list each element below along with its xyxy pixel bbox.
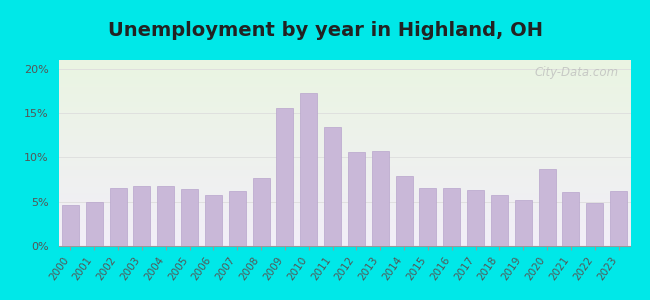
Bar [491, 195, 508, 246]
Text: Unemployment by year in Highland, OH: Unemployment by year in Highland, OH [107, 21, 543, 40]
Bar [467, 190, 484, 246]
Bar [372, 151, 389, 246]
Bar [586, 202, 603, 246]
Bar [443, 188, 460, 246]
Bar [419, 188, 437, 246]
Bar [252, 178, 270, 246]
Bar [324, 127, 341, 246]
Bar [300, 93, 317, 246]
Bar [348, 152, 365, 246]
Bar [515, 200, 532, 246]
Bar [610, 191, 627, 246]
Bar [181, 189, 198, 246]
Text: City-Data.com: City-Data.com [535, 66, 619, 79]
Bar [86, 202, 103, 246]
Bar [562, 192, 580, 246]
Bar [157, 186, 174, 246]
Bar [229, 191, 246, 246]
Bar [62, 205, 79, 246]
Bar [109, 188, 127, 246]
Bar [395, 176, 413, 246]
Bar [538, 169, 556, 246]
Bar [133, 186, 151, 246]
Bar [205, 195, 222, 246]
Bar [276, 108, 294, 246]
